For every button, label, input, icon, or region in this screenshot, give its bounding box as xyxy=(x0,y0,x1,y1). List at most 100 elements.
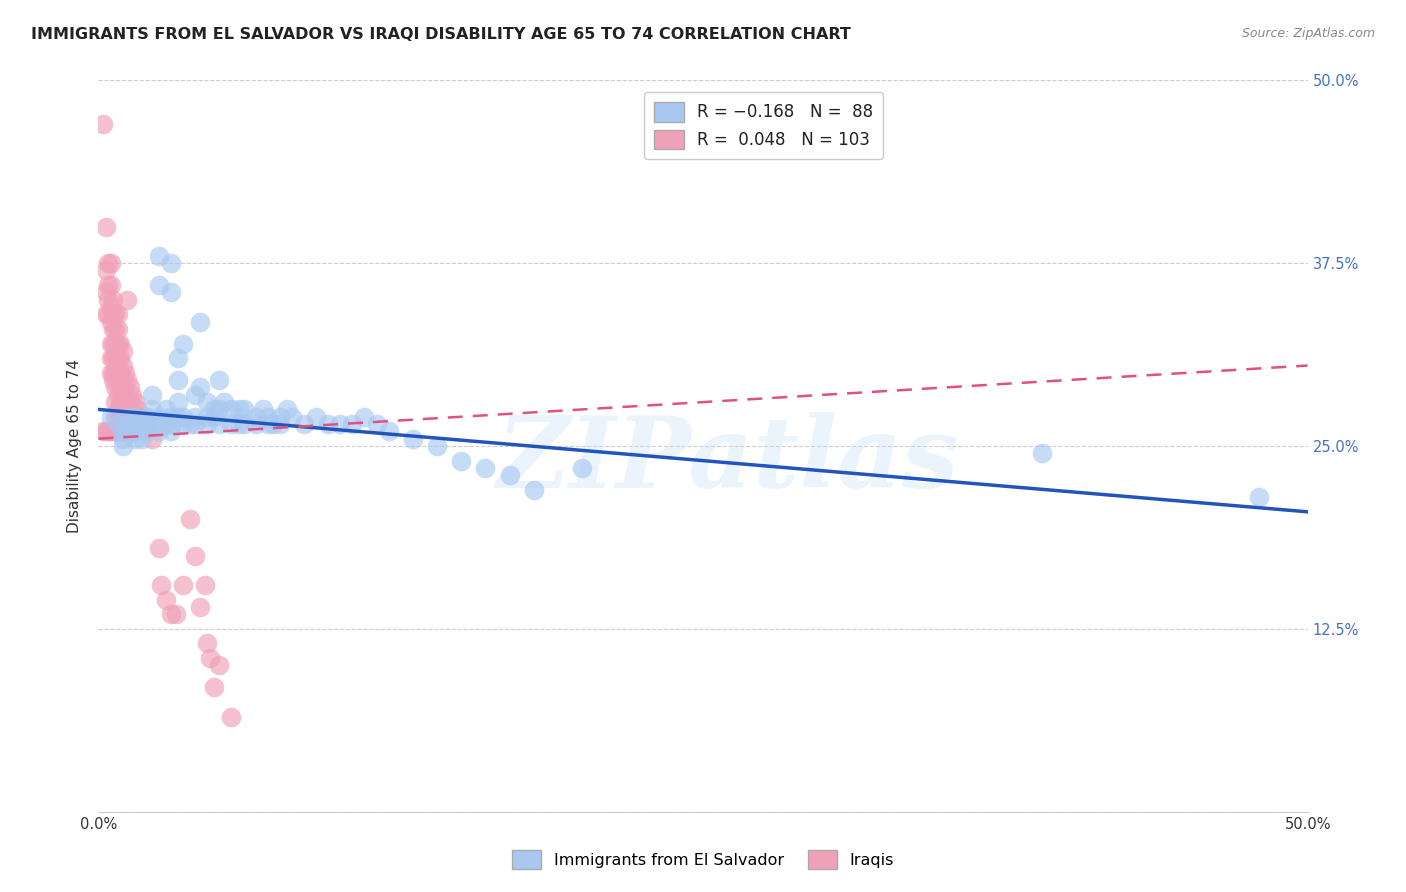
Point xyxy=(101,373,124,387)
Point xyxy=(141,432,163,446)
Point xyxy=(208,417,231,431)
Point xyxy=(100,409,122,424)
Point xyxy=(114,366,136,380)
Point xyxy=(111,373,134,387)
Point xyxy=(167,409,190,424)
Point xyxy=(232,402,254,417)
Point xyxy=(179,512,201,526)
Point xyxy=(107,336,129,351)
Point xyxy=(101,336,124,351)
Point xyxy=(571,461,593,475)
Point xyxy=(117,293,139,307)
Point xyxy=(124,425,146,439)
Point xyxy=(131,417,153,431)
Point xyxy=(188,380,211,394)
Point xyxy=(124,432,146,446)
Point xyxy=(172,578,194,592)
Point xyxy=(269,417,291,431)
Point xyxy=(104,380,127,394)
Point xyxy=(107,307,129,321)
Point xyxy=(184,388,207,402)
Point xyxy=(111,439,134,453)
Point xyxy=(101,425,124,439)
Point xyxy=(198,651,221,665)
Point xyxy=(111,343,134,358)
Point xyxy=(377,425,399,439)
Point xyxy=(134,409,156,424)
Point xyxy=(104,409,127,424)
Point xyxy=(124,409,146,424)
Point xyxy=(104,336,127,351)
Legend: R = −0.168   N =  88, R =  0.048   N = 103: R = −0.168 N = 88, R = 0.048 N = 103 xyxy=(644,92,883,159)
Point xyxy=(114,402,136,417)
Point xyxy=(107,409,129,424)
Point xyxy=(160,409,183,424)
Point xyxy=(108,380,131,394)
Point xyxy=(221,709,243,723)
Point xyxy=(104,307,127,321)
Point xyxy=(135,409,157,424)
Point xyxy=(104,425,127,439)
Point xyxy=(221,402,243,417)
Point xyxy=(117,373,139,387)
Point xyxy=(124,395,146,409)
Point xyxy=(91,425,114,439)
Point xyxy=(108,366,131,380)
Point xyxy=(111,409,134,424)
Point xyxy=(94,219,117,234)
Point xyxy=(111,425,134,439)
Point xyxy=(402,432,425,446)
Point xyxy=(94,263,117,277)
Point xyxy=(353,409,375,424)
Point xyxy=(179,417,201,431)
Point xyxy=(97,425,120,439)
Point xyxy=(114,395,136,409)
Point xyxy=(148,425,170,439)
Point xyxy=(450,453,472,467)
Point xyxy=(342,417,364,431)
Point xyxy=(114,425,136,439)
Point xyxy=(148,409,170,424)
Point xyxy=(498,468,520,483)
Point xyxy=(184,417,207,431)
Point xyxy=(155,417,177,431)
Point xyxy=(148,541,170,556)
Point xyxy=(208,658,231,673)
Point xyxy=(195,409,218,424)
Point xyxy=(160,256,183,270)
Point xyxy=(118,402,141,417)
Point xyxy=(101,366,124,380)
Point xyxy=(276,402,298,417)
Point xyxy=(104,366,127,380)
Point xyxy=(269,409,291,424)
Point xyxy=(155,402,177,417)
Point xyxy=(108,425,131,439)
Point xyxy=(107,366,129,380)
Point xyxy=(94,307,117,321)
Point xyxy=(204,681,226,695)
Point xyxy=(212,395,235,409)
Point xyxy=(155,592,177,607)
Point xyxy=(474,461,496,475)
Point xyxy=(150,578,173,592)
Point xyxy=(195,417,218,431)
Point xyxy=(256,417,278,431)
Point xyxy=(188,599,211,614)
Point xyxy=(523,483,546,497)
Point xyxy=(131,417,153,431)
Point xyxy=(91,117,114,131)
Point xyxy=(228,417,250,431)
Point xyxy=(188,315,211,329)
Point xyxy=(104,395,127,409)
Point xyxy=(108,336,131,351)
Point xyxy=(100,336,122,351)
Point xyxy=(228,402,250,417)
Point xyxy=(329,417,352,431)
Point xyxy=(107,417,129,431)
Point xyxy=(108,409,131,424)
Text: Source: ZipAtlas.com: Source: ZipAtlas.com xyxy=(1241,27,1375,40)
Point xyxy=(141,402,163,417)
Point xyxy=(148,417,170,431)
Point xyxy=(107,402,129,417)
Point xyxy=(111,425,134,439)
